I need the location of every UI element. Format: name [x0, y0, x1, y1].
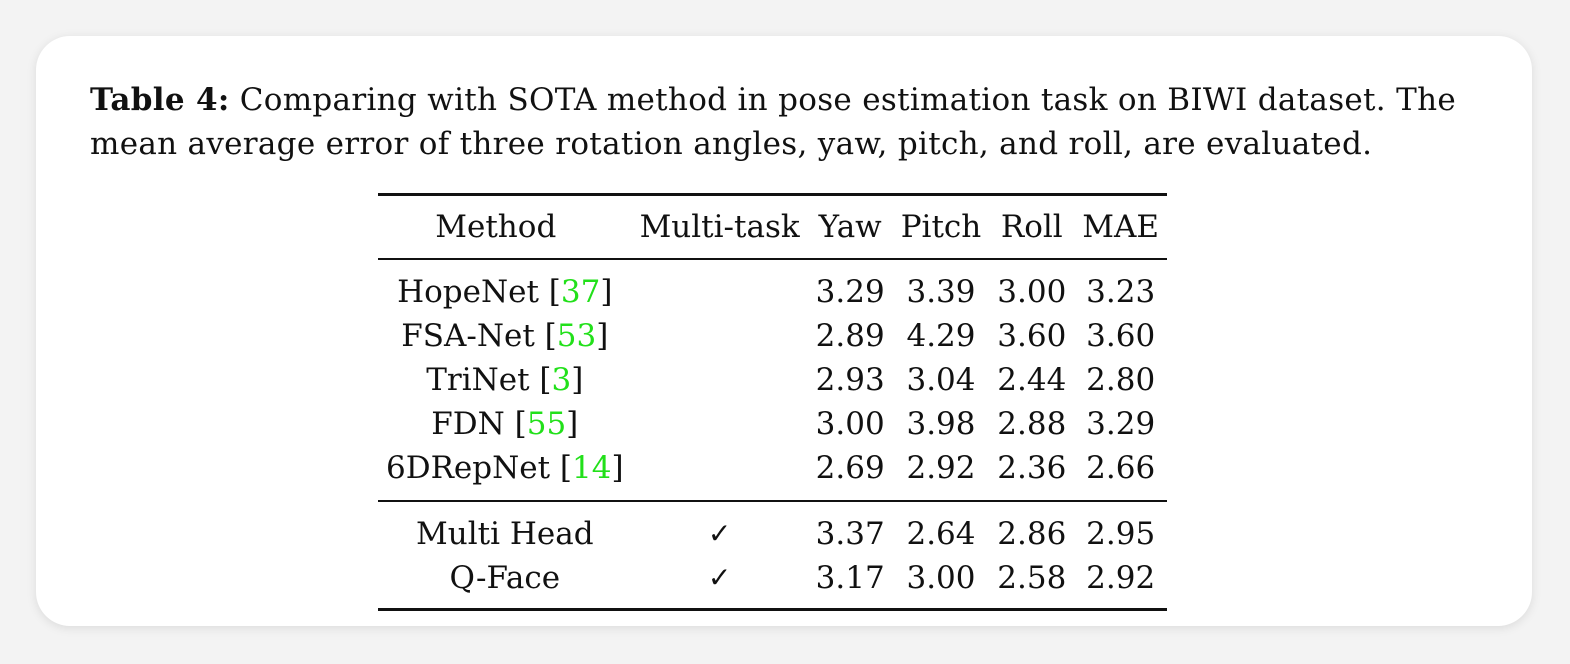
- roll-cell: 2.58: [997, 560, 1067, 596]
- mae-cell: 2.92: [1086, 560, 1156, 596]
- header-multitask: Multi-task: [639, 209, 800, 245]
- header-mae: MAE: [1082, 209, 1160, 245]
- yaw-cell: 3.29: [815, 274, 885, 310]
- roll-cell: 2.44: [997, 362, 1067, 398]
- citation-link[interactable]: 53: [556, 318, 597, 354]
- cite-close-bracket: ]: [566, 406, 579, 442]
- mae-cell: 3.23: [1086, 274, 1156, 310]
- table-row: TriNet [3] 2.93 3.04 2.44 2.80: [378, 358, 1167, 402]
- multitask-cell: [632, 402, 808, 446]
- paper-card: Table 4: Comparing with SOTA method in p…: [36, 36, 1532, 626]
- yaw-cell: 2.69: [815, 450, 885, 486]
- caption-label: Table 4:: [90, 82, 230, 118]
- header-pitch: Pitch: [900, 209, 982, 245]
- mae-cell: 2.80: [1086, 362, 1156, 398]
- citation-link[interactable]: 37: [560, 274, 601, 310]
- method-cell: Q-Face: [378, 556, 632, 610]
- citation-link[interactable]: 55: [526, 406, 567, 442]
- cite-close-bracket: ]: [596, 318, 609, 354]
- mae-cell: 2.66: [1086, 450, 1156, 486]
- method-name: Multi Head: [416, 516, 594, 552]
- mae-cell: 3.29: [1086, 406, 1156, 442]
- yaw-cell: 2.93: [815, 362, 885, 398]
- cite-open-bracket: [: [550, 450, 572, 486]
- roll-cell: 2.36: [997, 450, 1067, 486]
- method-name: 6DRepNet: [386, 450, 551, 486]
- table-row: HopeNet [37] 3.29 3.39 3.00 3.23: [378, 259, 1167, 314]
- multitask-cell: ✓: [707, 517, 732, 550]
- cite-open-bracket: [: [538, 274, 561, 310]
- multitask-cell: [632, 314, 808, 358]
- method-cell: TriNet [3]: [378, 358, 632, 402]
- header-yaw: Yaw: [818, 209, 882, 245]
- mae-cell: 3.60: [1086, 318, 1156, 354]
- roll-cell: 2.86: [997, 516, 1067, 552]
- method-cell: FDN [55]: [378, 402, 632, 446]
- method-cell: Multi Head: [378, 501, 632, 556]
- table-row: FDN [55] 3.00 3.98 2.88 3.29: [378, 402, 1167, 446]
- table-caption: Table 4: Comparing with SOTA method in p…: [90, 78, 1475, 166]
- yaw-cell: 3.37: [815, 516, 885, 552]
- roll-cell: 3.60: [997, 318, 1067, 354]
- pitch-cell: 3.98: [906, 406, 976, 442]
- method-name: FDN: [431, 406, 505, 442]
- method-name: HopeNet: [397, 274, 539, 310]
- pitch-cell: 3.00: [906, 560, 976, 596]
- caption-text: Comparing with SOTA method in pose estim…: [90, 82, 1456, 162]
- results-table-wrap: Method Multi-task Yaw Pitch Roll MAE Hop…: [378, 193, 1168, 611]
- pitch-cell: 2.92: [906, 450, 976, 486]
- pitch-cell: 3.39: [906, 274, 976, 310]
- table-row: FSA-Net [53] 2.89 4.29 3.60 3.60: [378, 314, 1167, 358]
- our-rows: Multi Head ✓ 3.37 2.64 2.86 2.95 Q-Face ✓ 3.17 3.…: [378, 501, 1168, 610]
- table-header-row: Method Multi-task Yaw Pitch Roll MAE: [378, 194, 1168, 259]
- method-cell: HopeNet [37]: [378, 259, 632, 314]
- mae-cell: 2.95: [1086, 516, 1156, 552]
- method-name: TriNet: [426, 362, 530, 398]
- multitask-cell: [632, 446, 808, 501]
- header-roll: Roll: [1000, 209, 1063, 245]
- yaw-cell: 3.17: [815, 560, 885, 596]
- cite-open-bracket: [: [529, 362, 552, 398]
- cite-open-bracket: [: [534, 318, 557, 354]
- results-table: Method Multi-task Yaw Pitch Roll MAE Hop…: [378, 193, 1168, 611]
- citation-link[interactable]: 3: [551, 362, 572, 398]
- yaw-cell: 3.00: [815, 406, 885, 442]
- multitask-cell: [632, 358, 808, 402]
- cite-open-bracket: [: [504, 406, 527, 442]
- method-name: Q-Face: [449, 560, 561, 596]
- method-cell: 6DRepNet [14]: [378, 446, 632, 501]
- pitch-cell: 2.64: [906, 516, 976, 552]
- multitask-cell: [632, 259, 808, 314]
- cite-close-bracket: ]: [600, 274, 613, 310]
- table-row: Multi Head ✓ 3.37 2.64 2.86 2.95: [378, 501, 1167, 556]
- roll-cell: 3.00: [997, 274, 1067, 310]
- multitask-cell: ✓: [707, 561, 732, 594]
- table-row: 6DRepNet [14] 2.69 2.92 2.36 2.66: [378, 446, 1167, 501]
- cite-close-bracket: ]: [571, 362, 584, 398]
- header-method: Method: [435, 209, 557, 245]
- cite-close-bracket: ]: [611, 450, 624, 486]
- pitch-cell: 4.29: [906, 318, 976, 354]
- method-name: FSA-Net: [401, 318, 535, 354]
- citation-link[interactable]: 14: [572, 450, 612, 486]
- sota-rows: HopeNet [37] 3.29 3.39 3.00 3.23 FSA-Net [53]…: [378, 259, 1167, 501]
- roll-cell: 2.88: [997, 406, 1067, 442]
- table-row: Q-Face ✓ 3.17 3.00 2.58 2.92: [378, 556, 1167, 610]
- yaw-cell: 2.89: [815, 318, 885, 354]
- method-cell: FSA-Net [53]: [378, 314, 632, 358]
- pitch-cell: 3.04: [906, 362, 976, 398]
